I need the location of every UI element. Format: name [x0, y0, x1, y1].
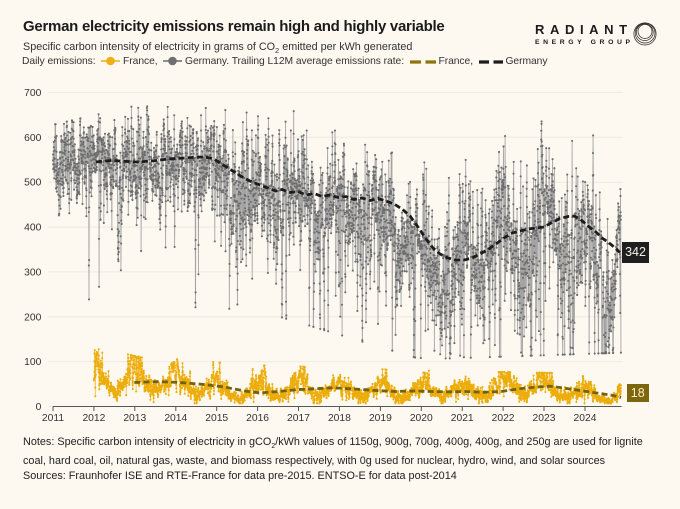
svg-text:2022: 2022: [492, 413, 515, 424]
svg-text:200: 200: [24, 312, 41, 323]
svg-text:100: 100: [24, 357, 41, 368]
svg-text:400: 400: [24, 223, 41, 234]
svg-text:2014: 2014: [164, 413, 187, 424]
svg-text:300: 300: [24, 267, 41, 278]
svg-text:2021: 2021: [451, 413, 474, 424]
svg-text:2023: 2023: [533, 413, 556, 424]
svg-text:2024: 2024: [574, 413, 597, 424]
svg-text:0: 0: [36, 402, 42, 413]
svg-text:2020: 2020: [410, 413, 433, 424]
svg-text:2017: 2017: [287, 413, 310, 424]
svg-text:700: 700: [24, 88, 41, 99]
svg-text:600: 600: [24, 133, 41, 144]
svg-text:2015: 2015: [205, 413, 228, 424]
svg-text:2012: 2012: [82, 413, 105, 424]
svg-text:2018: 2018: [328, 413, 351, 424]
svg-text:2016: 2016: [246, 413, 269, 424]
svg-text:500: 500: [24, 178, 41, 189]
svg-text:2011: 2011: [42, 413, 64, 424]
svg-text:2013: 2013: [123, 413, 146, 424]
svg-text:2019: 2019: [369, 413, 392, 424]
